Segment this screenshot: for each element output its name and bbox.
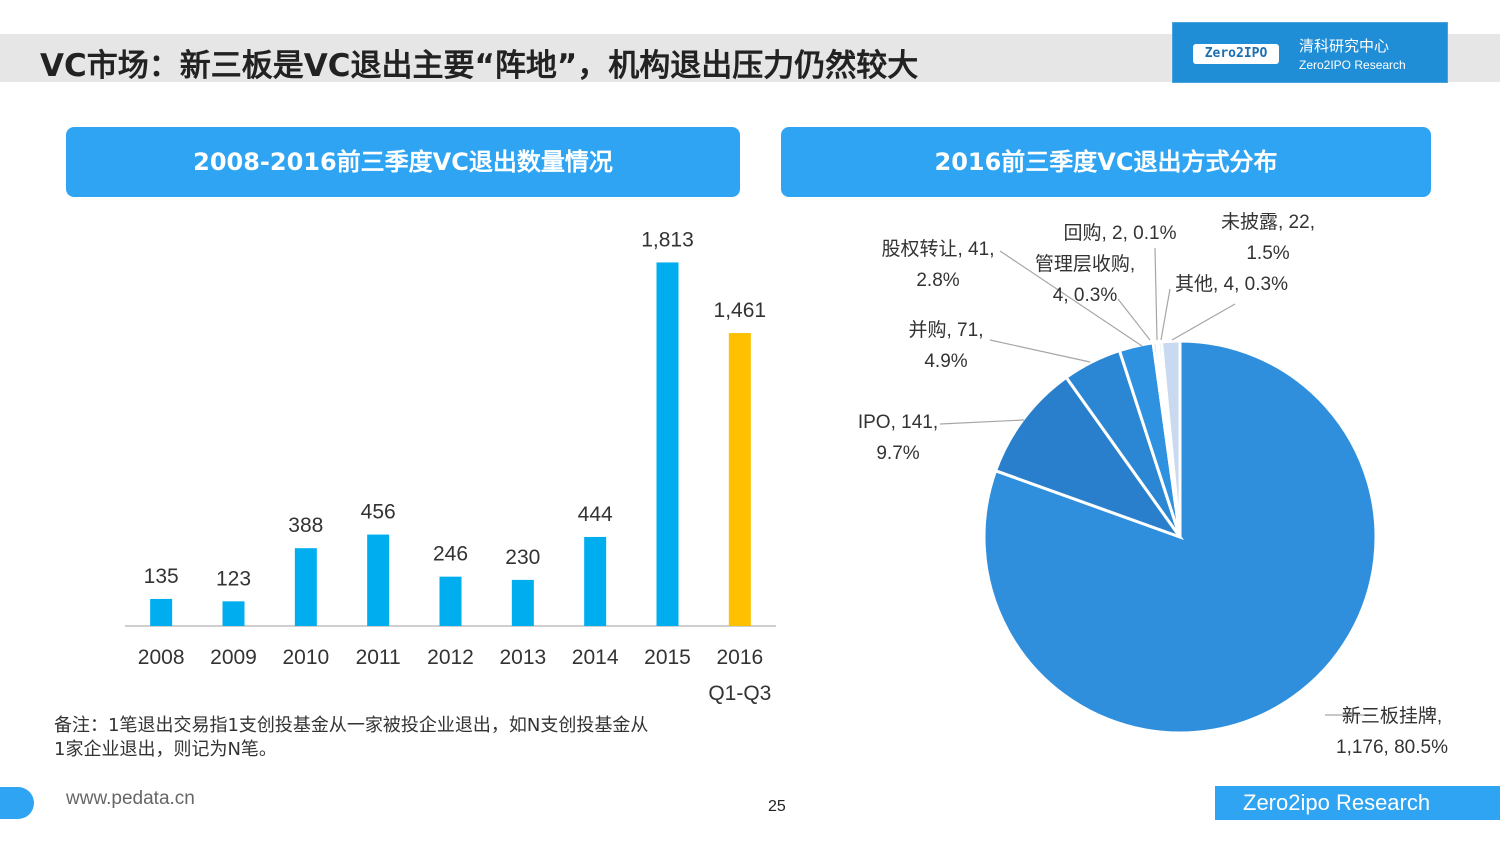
bar-value-label: 246 <box>433 543 468 566</box>
page-title: VC市场：新三板是VC退出主要“阵地”，机构退出压力仍然较大 <box>40 48 919 84</box>
bar-value-label: 444 <box>578 503 613 526</box>
pie-label: 1.5% <box>1246 243 1289 264</box>
pie-label: 未披露, 22, <box>1221 211 1315 233</box>
pie-chart: 新三板挂牌, 1,176, 80.5% IPO, 141, 9.7% 并购, 71, 4.… <box>858 211 1448 758</box>
pie-slice-8 <box>1159 339 1182 538</box>
pie-label: 股权转让, 41, <box>882 238 995 260</box>
logo-en-text: Zero2IPO Research <box>1299 58 1406 72</box>
footnote: 备注：1笔退出交易指1支创投基金从一家被投企业退出，如N支创投基金从 1家企业退… <box>54 714 754 762</box>
bar-2015 <box>656 262 679 626</box>
bar-2008 <box>150 598 173 626</box>
pie-label: IPO, 141, <box>858 412 938 433</box>
bar-category-label: 2009 <box>210 646 257 669</box>
bar-2011 <box>367 534 390 626</box>
pie-label: 其他, 4, 0.3% <box>1175 273 1288 295</box>
bar-category-label: 2016 <box>716 646 763 669</box>
pie-leader-line <box>999 250 1143 347</box>
footer-tab <box>0 787 34 819</box>
logo-mark: Zero2IPO <box>1193 44 1279 64</box>
bar-2014 <box>584 536 607 626</box>
zero2ipo-logo: Zero2IPO 清科研究中心 Zero2IPO Research <box>1172 22 1448 83</box>
footnote-line-1: 备注：1笔退出交易指1支创投基金从一家被投企业退出，如N支创投基金从 <box>54 715 649 736</box>
pie-label: 4, 0.3% <box>1053 285 1118 306</box>
pie-label: 并购, 71, <box>909 319 984 341</box>
bar-2013 <box>511 579 534 626</box>
bar-chart: 135 2008 123 2009 388 2010 456 2011 246 2012 230 20… <box>125 228 776 705</box>
bar-category-label: 2012 <box>427 646 474 669</box>
footnote-line-2: 1家企业退出，则记为N笔。 <box>54 739 277 760</box>
logo-cn-text: 清科研究中心 <box>1299 37 1390 55</box>
bar-chart-header: 2008-2016前三季度VC退出数量情况 <box>66 127 740 197</box>
bar-category-sublabel: Q1-Q3 <box>708 682 771 705</box>
bar-value-label: 388 <box>288 514 323 537</box>
bar-category-label: 2014 <box>572 646 619 669</box>
pie-label: 4.9% <box>924 351 967 372</box>
pie-label: 9.7% <box>876 443 919 464</box>
pie-leader-line <box>1154 247 1158 341</box>
footer-brand: Zero2ipo Research <box>1215 786 1500 820</box>
pie-label: 1,176, 80.5% <box>1336 737 1448 758</box>
bar-value-label: 1,813 <box>641 228 694 251</box>
bar-category-label: 2010 <box>282 646 329 669</box>
page-number: 25 <box>768 798 786 815</box>
pie-leader-line <box>989 339 1091 363</box>
pie-leader-line <box>1160 288 1171 341</box>
pie-slice-1 <box>982 339 1378 735</box>
bar-2009 <box>222 601 245 626</box>
bar-category-label: 2013 <box>499 646 546 669</box>
bar-value-label: 456 <box>361 501 396 524</box>
bar-category-label: 2015 <box>644 646 691 669</box>
pie-leader-line <box>1171 303 1236 341</box>
bar-value-label: 135 <box>144 565 179 588</box>
bar-value-label: 1,461 <box>714 299 767 322</box>
pie-label: 2.8% <box>916 270 959 291</box>
pie-label: 新三板挂牌, <box>1342 705 1442 727</box>
pie-chart-header: 2016前三季度VC退出方式分布 <box>781 127 1431 197</box>
bar-category-label: 2008 <box>138 646 185 669</box>
bar-value-label: 123 <box>216 567 251 590</box>
bar-2012 <box>439 576 462 626</box>
bar-2016 <box>728 333 751 626</box>
pie-leader-line <box>939 419 1025 425</box>
bar-2010 <box>294 548 317 626</box>
pie-label: 回购, 2, 0.1% <box>1064 222 1177 244</box>
pie-leader-line <box>1117 298 1151 341</box>
pie-label: 管理层收购, <box>1035 253 1135 275</box>
bar-value-label: 230 <box>505 546 540 569</box>
pie-slice-2 <box>993 375 1185 541</box>
footer-url: www.pedata.cn <box>66 788 195 809</box>
bar-category-label: 2011 <box>356 646 401 669</box>
